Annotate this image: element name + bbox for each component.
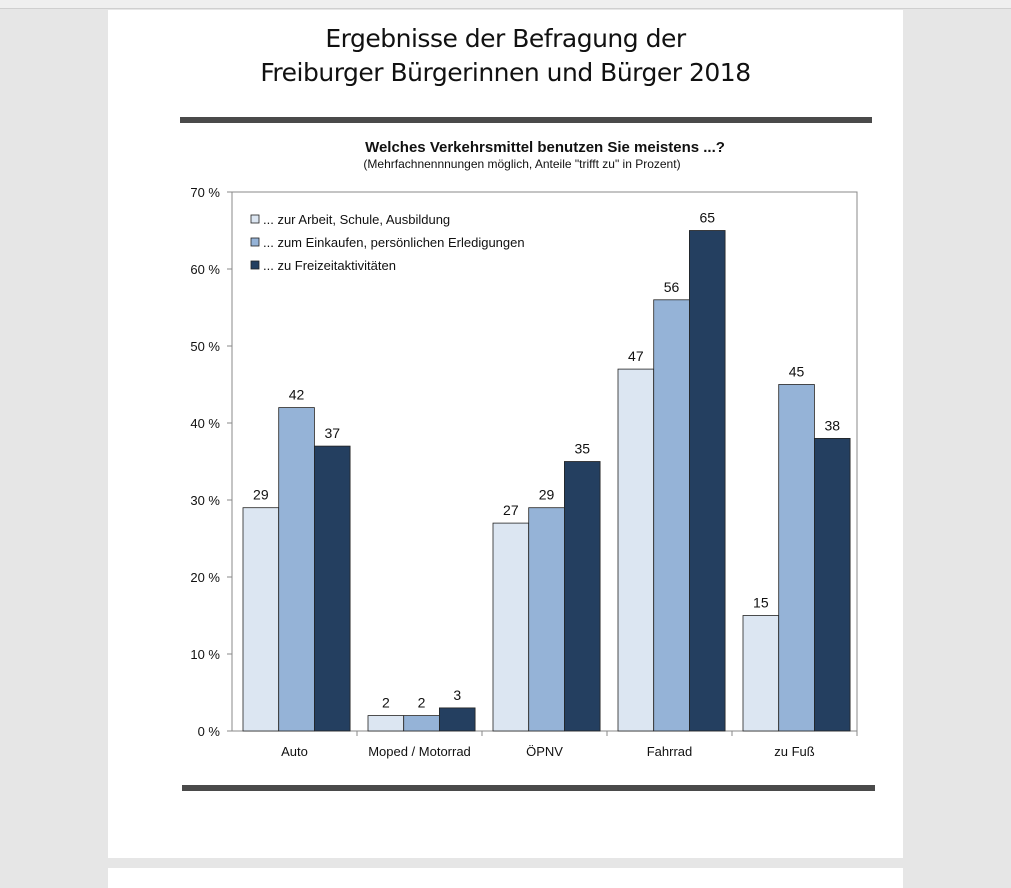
bar [278,407,315,732]
bar [778,384,815,732]
title-line-2: Freiburger Bürgerinnen und Bürger 2018 [260,58,751,87]
bar [564,461,601,732]
data-label: 3 [453,687,461,703]
title-line-1: Ergebnisse der Befragung der [325,24,686,53]
chart-title: Welches Verkehrsmittel benutzen Sie meis… [365,139,725,156]
bar [242,507,280,732]
top-rule [180,117,872,123]
y-tick-label: 30 % [190,493,220,508]
bar [617,368,655,732]
legend-swatch [250,260,260,270]
bar [438,707,476,732]
bar [689,230,726,732]
data-label: 29 [253,487,269,503]
x-tick-label: Auto [281,744,308,759]
legend-entry: ... zu Freizeitaktivitäten [263,258,396,273]
y-tick-label: 60 % [190,262,220,277]
data-label: 47 [628,348,644,364]
bar [814,437,851,732]
x-tick-label: Moped / Motorrad [368,744,471,759]
legend-swatch [250,237,260,247]
data-label: 42 [289,387,305,403]
legend-swatch [250,214,260,224]
y-tick-label: 10 % [190,647,220,662]
data-label: 56 [664,279,680,295]
bar [742,615,780,732]
y-tick-label: 40 % [190,416,220,431]
y-tick-label: 70 % [190,185,220,200]
chart-subtitle: (Mehrfachnennnungen möglich, Anteile "tr… [363,157,680,171]
page-title: Ergebnisse der Befragung der Freiburger … [108,22,903,90]
data-label: 38 [824,417,840,433]
legend-entry: ... zur Arbeit, Schule, Ausbildung [263,212,450,227]
data-label: 45 [789,364,805,380]
data-label: 35 [574,441,590,457]
x-tick-label: ÖPNV [526,744,563,759]
data-label: 15 [753,595,769,611]
top-strip [0,0,1011,9]
data-label: 65 [699,210,715,226]
x-tick-label: Fahrrad [647,744,693,759]
data-label: 37 [324,425,340,441]
data-label: 27 [503,502,519,518]
data-label: 2 [382,695,390,711]
bar [528,507,565,732]
bar [367,715,405,732]
y-tick-label: 50 % [190,339,220,354]
data-label: 2 [418,695,426,711]
bar [492,522,530,732]
y-tick-label: 0 % [198,724,221,739]
y-tick-label: 20 % [190,570,220,585]
legend-entry: ... zum Einkaufen, persönlichen Erledigu… [263,235,525,250]
data-label: 29 [539,487,555,503]
bar [653,299,690,732]
x-tick-label: zu Fuß [774,744,815,759]
bar [403,715,440,732]
bottom-rule [182,785,875,791]
bar [313,445,351,732]
